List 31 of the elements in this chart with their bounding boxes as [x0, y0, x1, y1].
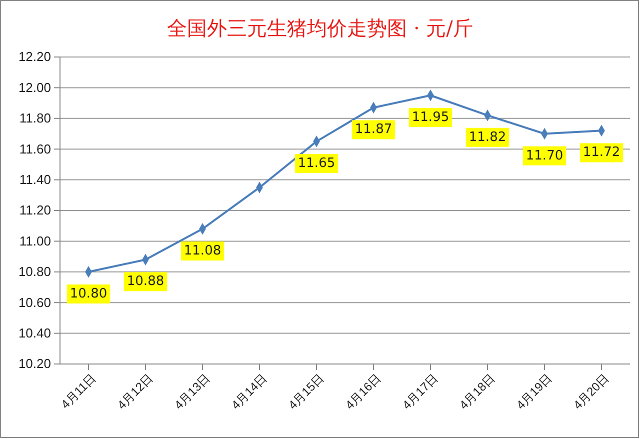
data-label: 11.95	[412, 110, 450, 125]
x-tick-label: 4月17日	[400, 371, 441, 412]
text: 10.60	[18, 294, 51, 310]
text: 11.40	[19, 172, 51, 187]
x-tick-label: 4月19日	[514, 371, 555, 412]
x-tick-label: 4月15日	[286, 371, 327, 412]
text: 10.20	[18, 356, 51, 372]
text: 11.20	[19, 202, 51, 218]
text: 12.00	[18, 80, 51, 95]
data-label: 11.72	[582, 145, 620, 160]
x-tick-label: 4月14日	[228, 371, 270, 412]
chart-title: 全国外三元生猪均价走势图 · 元/斤	[167, 16, 473, 40]
text: 12.20	[18, 49, 51, 64]
text: 11.60	[19, 141, 51, 156]
data-label: 11.08	[184, 243, 222, 258]
data-label: 11.70	[526, 148, 564, 164]
x-tick-label: 4月20日	[570, 371, 612, 412]
data-label: 11.87	[354, 122, 392, 138]
x-tick-label: 4月18日	[456, 371, 498, 412]
text: 10.80	[18, 264, 51, 280]
data-label: 11.82	[468, 130, 506, 145]
data-label: 10.80	[70, 286, 108, 302]
text: 11.80	[19, 110, 51, 126]
text: 11.00	[19, 233, 51, 248]
data-label: 11.65	[298, 156, 336, 171]
x-tick-label: 4月12日	[114, 371, 156, 412]
x-tick-label: 4月13日	[172, 371, 213, 412]
data-label: 10.88	[126, 274, 164, 290]
x-tick-label: 4月16日	[342, 371, 384, 412]
text: 10.40	[18, 325, 51, 340]
x-tick-label: 4月11日	[58, 371, 99, 412]
